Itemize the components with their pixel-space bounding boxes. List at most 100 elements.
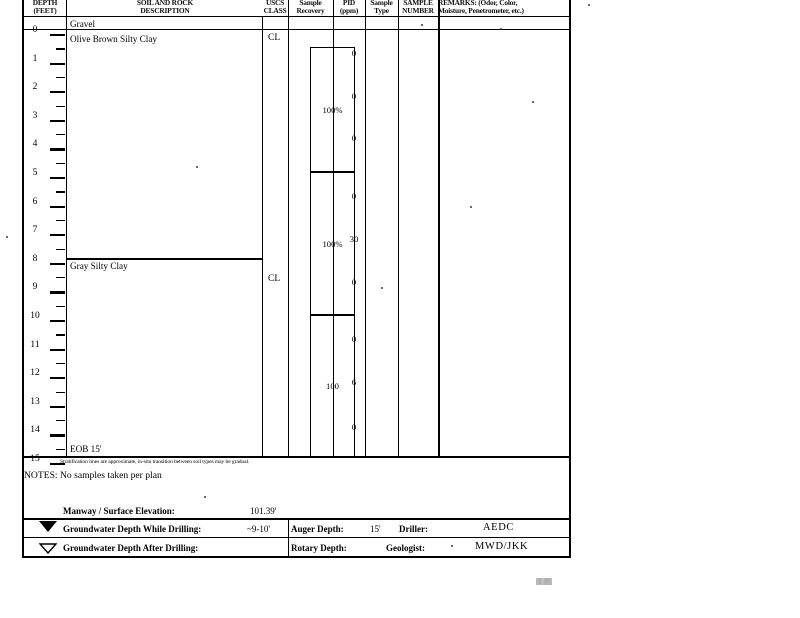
table-header-row: DEPTH (FEET) SOIL AND ROCK DESCRIPTION U… <box>22 0 571 17</box>
depth-tick-3 <box>50 119 65 122</box>
scan-speck <box>451 545 453 547</box>
notes-label: NOTES: <box>24 470 58 481</box>
column-header-description: SOIL AND ROCK DESCRIPTION <box>68 0 262 15</box>
groundwater-while-drilling-value: ~9-10' <box>247 524 270 534</box>
column-header-sample-type: Sample Type <box>365 0 398 15</box>
depth-tick-10 <box>50 320 65 323</box>
boring-termination-label: EOB 15' <box>70 444 102 454</box>
depth-tick-minor-2.5 <box>56 105 65 107</box>
depth-tick-minor-0.5 <box>56 48 65 50</box>
scan-speck <box>532 101 534 103</box>
column-header-uscs-line2: CLASS <box>263 6 287 16</box>
depth-label-9: 9 <box>32 282 38 293</box>
column-header-uscs: USCS CLASS <box>262 0 288 15</box>
column-header-sample-number-line1: SAMPLE <box>403 0 433 7</box>
rule-uscs-right <box>288 0 290 457</box>
scan-speck <box>6 236 8 238</box>
groundwater-while-drilling-icon <box>39 521 57 532</box>
depth-label-10: 10 <box>30 311 40 321</box>
depth-tick-1 <box>50 62 65 65</box>
depth-tick-2 <box>50 91 65 94</box>
depth-label-5: 5 <box>32 168 38 178</box>
recovery-value-1: 100% <box>322 238 343 249</box>
gw-while-bottom-rule <box>22 537 571 539</box>
pid-value-7: 6 <box>351 377 357 387</box>
geologist-label: Geologist: <box>386 543 425 553</box>
rule-sheet-right <box>569 0 571 558</box>
depth-scale: 0 1 2 3 4 5 6 7 8 9 10 11 12 13 14 15 <box>22 17 66 466</box>
rule-sheet-left <box>22 0 24 558</box>
depth-label-4: 4 <box>32 139 38 150</box>
column-header-pid: PID (ppm) <box>333 0 365 15</box>
boring-bottom-rule <box>22 456 571 458</box>
column-header-sample-type-line2: Type <box>374 6 389 16</box>
depth-label-7: 7 <box>32 225 38 236</box>
header-bottom-rule <box>22 16 571 18</box>
depth-label-14: 14 <box>30 425 40 436</box>
pid-value-1: 0 <box>351 91 357 101</box>
depth-tick-minor-3.5 <box>56 134 65 136</box>
depth-label-6: 6 <box>32 196 38 207</box>
depth-tick-minor-14.5 <box>56 448 65 451</box>
rule-footer-mid <box>288 519 290 557</box>
column-header-remarks-line2: Moisture, Penetrometer, etc.) <box>438 6 524 16</box>
rule-sample-number-right <box>438 0 440 457</box>
depth-tick-15 <box>50 463 65 466</box>
depth-tick-minor-13.5 <box>56 420 65 422</box>
column-header-remarks: REMARKS: (Odor, Color, Moisture, Penetro… <box>438 0 571 15</box>
notes-row: NOTES: No samples taken per plan <box>24 470 162 481</box>
geologist-value: MWD/JKK <box>475 541 529 552</box>
column-header-description-line2: DESCRIPTION <box>140 6 190 16</box>
depth-label-8: 8 <box>32 253 38 264</box>
depth-tick-minor-11.5 <box>56 362 65 365</box>
hollow-triangle-svg <box>38 543 58 555</box>
depth-tick-6 <box>50 205 65 208</box>
auger-depth-value: 15' <box>370 524 381 534</box>
depth-tick-9 <box>50 291 65 294</box>
depth-label-2: 2 <box>32 82 38 93</box>
depth-tick-0 <box>50 34 65 37</box>
pid-value-5: 0 <box>351 277 357 287</box>
depth-label-11: 11 <box>30 339 40 350</box>
notes-bottom-rule <box>22 518 571 520</box>
depth-label-1: 1 <box>32 53 38 64</box>
scan-speck <box>500 28 502 30</box>
stratum-label-1: Olive Brown Silty Clay <box>70 34 158 44</box>
pid-value-6: 0 <box>351 334 357 344</box>
depth-label-0: 0 <box>32 25 38 35</box>
depth-label-12: 12 <box>30 368 40 379</box>
scan-speck <box>470 206 472 208</box>
pid-value-4: 30 <box>349 234 359 244</box>
scan-speck <box>196 166 198 168</box>
manway-elevation-value: 101.39' <box>250 506 277 516</box>
pid-value-0: 0 <box>351 48 357 58</box>
groundwater-after-drilling-label: Groundwater Depth After Drilling: <box>63 543 199 553</box>
manway-elevation-label: Manway / Surface Elevation: <box>63 506 175 516</box>
scan-artifact-mark <box>536 578 552 585</box>
depth-label-3: 3 <box>32 110 38 121</box>
depth-tick-minor-6.5 <box>56 219 65 222</box>
stratum-label-2: Gray Silty Clay <box>70 261 128 271</box>
pid-value-3: 0 <box>351 191 357 201</box>
recovery-value-2: 100 <box>326 381 339 391</box>
depth-tick-4 <box>50 148 65 151</box>
depth-tick-minor-12.5 <box>56 391 65 393</box>
gravel-row-bottom-rule <box>22 29 571 31</box>
depth-tick-minor-8.5 <box>56 277 65 279</box>
depth-tick-minor-4.5 <box>56 162 65 165</box>
column-header-remarks-line1: REMARKS: (Odor, Color, <box>438 0 518 7</box>
uscs-value-1: CL <box>268 33 281 43</box>
depth-tick-11 <box>50 348 65 351</box>
column-header-depth-line1: DEPTH <box>32 0 58 7</box>
column-header-recovery: Sample Recovery <box>288 0 333 15</box>
depth-label-13: 13 <box>30 396 40 407</box>
depth-tick-7 <box>50 234 65 237</box>
scan-speck <box>421 24 423 26</box>
rule-sample-type-right <box>398 0 400 457</box>
driller-label: Driller: <box>399 524 428 534</box>
column-header-sample-number: SAMPLE NUMBER <box>398 0 438 15</box>
sheet-bottom-rule <box>22 556 571 558</box>
column-header-recovery-line1: Sample <box>299 0 322 7</box>
driller-value: AEDC <box>483 522 514 533</box>
column-header-uscs-line1: USCS <box>265 0 285 7</box>
